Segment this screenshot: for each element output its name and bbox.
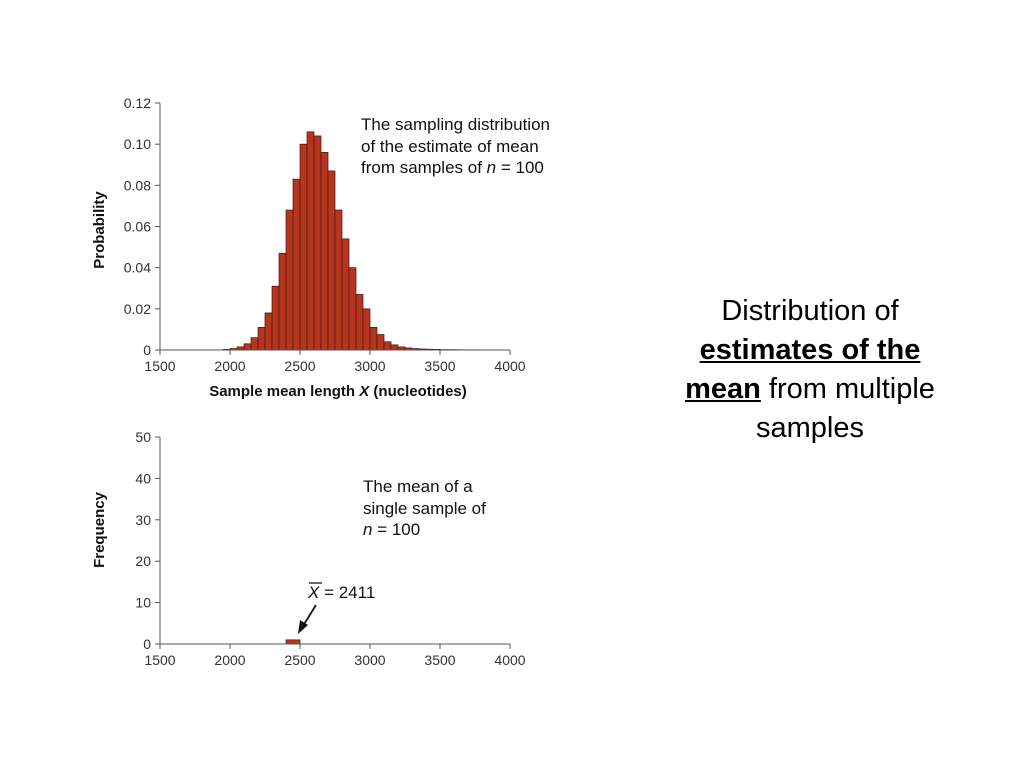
top-bar bbox=[321, 152, 328, 350]
bottom-bar bbox=[286, 640, 300, 644]
side-caption-line-2: estimates of the bbox=[640, 331, 980, 370]
top-bar bbox=[328, 171, 335, 350]
top-bar bbox=[293, 179, 300, 350]
top-bar bbox=[258, 327, 265, 350]
top-x-tick-label: 2000 bbox=[214, 358, 245, 374]
bottom-x-tick-label: 2500 bbox=[284, 652, 315, 668]
top-x-tick-label: 1500 bbox=[144, 358, 175, 374]
top-y-tick-label: 0.08 bbox=[124, 177, 151, 193]
top-y-tick-label: 0.10 bbox=[124, 136, 151, 152]
mean-marker-label: X = 2411 bbox=[307, 583, 375, 602]
bottom-y-tick-label: 10 bbox=[135, 595, 151, 611]
bottom-y-tick-label: 50 bbox=[135, 429, 151, 445]
top-bar bbox=[356, 294, 363, 350]
top-bar bbox=[279, 253, 286, 350]
side-caption-line-3-rest: from multiple bbox=[761, 373, 935, 405]
bottom-x-tick-label: 2000 bbox=[214, 652, 245, 668]
side-caption-mean-word: mean bbox=[685, 373, 761, 405]
bottom-x-tick-label: 4000 bbox=[494, 652, 525, 668]
top-y-tick-label: 0.04 bbox=[124, 260, 151, 276]
bottom-x-tick-label: 3000 bbox=[354, 652, 385, 668]
side-caption-line-3: mean from multiple bbox=[640, 370, 980, 409]
top-annotation-line-3: from samples of n = 100 bbox=[361, 158, 544, 177]
top-x-tick-label: 2500 bbox=[284, 358, 315, 374]
top-y-tick-label: 0.12 bbox=[124, 95, 151, 111]
top-y-tick-label: 0.06 bbox=[124, 219, 151, 235]
marker-arrow-shaft bbox=[303, 605, 316, 626]
top-bar bbox=[391, 345, 398, 350]
top-x-tick-label: 3500 bbox=[424, 358, 455, 374]
bottom-y-axis-title: Frequency bbox=[91, 491, 108, 568]
side-caption-emphasis: estimates of the bbox=[700, 334, 921, 366]
top-bar bbox=[272, 286, 279, 350]
side-caption-line-4: samples bbox=[640, 409, 980, 448]
top-annotation-line-1: The sampling distribution bbox=[361, 115, 550, 134]
bottom-y-tick-label: 30 bbox=[135, 512, 151, 528]
bottom-annotation-line-2: single sample of bbox=[363, 499, 486, 518]
top-bar bbox=[307, 132, 314, 350]
single-sample-chart: Frequency The mean of a single sample of… bbox=[91, 429, 526, 668]
side-caption-line-1: Distribution of bbox=[640, 292, 980, 331]
top-bar bbox=[335, 210, 342, 350]
top-bar bbox=[286, 210, 293, 350]
top-bar bbox=[265, 313, 272, 350]
top-y-tick-label: 0 bbox=[143, 342, 151, 358]
marker-arrow-head bbox=[298, 620, 308, 634]
top-annotation-line-2: of the estimate of mean bbox=[361, 137, 539, 156]
bottom-x-tick-label: 3500 bbox=[424, 652, 455, 668]
sampling-distribution-chart: Probability Sample mean length X (nucleo… bbox=[91, 95, 550, 400]
side-caption: Distribution of estimates of the mean fr… bbox=[640, 292, 980, 448]
bottom-y-tick-label: 40 bbox=[135, 470, 151, 486]
bottom-y-tick-label: 0 bbox=[143, 636, 151, 652]
bottom-annotation-line-1: The mean of a bbox=[363, 477, 473, 496]
top-x-tick-label: 4000 bbox=[494, 358, 525, 374]
top-bar bbox=[342, 239, 349, 350]
mean-marker: X = 2411 bbox=[298, 583, 375, 634]
top-x-tick-label: 3000 bbox=[354, 358, 385, 374]
top-bar bbox=[300, 144, 307, 350]
top-y-axis-title: Probability bbox=[91, 191, 108, 269]
top-bar bbox=[363, 309, 370, 350]
top-bar bbox=[349, 268, 356, 350]
top-bar bbox=[377, 335, 384, 350]
bottom-x-tick-label: 1500 bbox=[144, 652, 175, 668]
bottom-y-tick-label: 20 bbox=[135, 553, 151, 569]
top-bar bbox=[251, 338, 258, 350]
top-x-axis-title: Sample mean length X (nucleotides) bbox=[209, 383, 467, 400]
top-bar bbox=[370, 327, 377, 350]
top-bar bbox=[384, 342, 391, 350]
top-bar bbox=[244, 344, 251, 350]
top-y-tick-label: 0.02 bbox=[124, 301, 151, 317]
top-bar bbox=[314, 136, 321, 350]
bottom-annotation-line-3: n = 100 bbox=[363, 520, 420, 539]
